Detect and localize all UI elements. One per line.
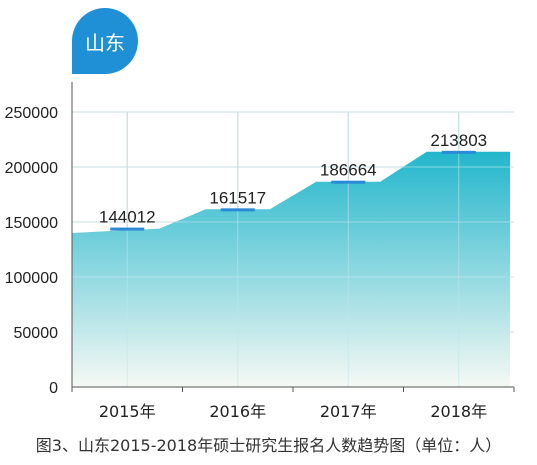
y-tick-label-2: 150000: [5, 215, 58, 232]
area-series: [72, 111, 514, 387]
x-tick-label-0: 2015年: [99, 402, 156, 421]
y-tick-label-5: 0: [49, 380, 58, 397]
chart-caption: 图3、山东2015-2018年硕士研究生报名人数趋势图（单位：人）: [35, 436, 502, 455]
region-badge: 山东: [72, 8, 138, 74]
data-marker-2: [331, 180, 366, 184]
y-tick-label-3: 100000: [5, 270, 58, 287]
data-label-3: 213803: [430, 131, 487, 150]
data-labels: 144012 161517 186664 213803: [99, 131, 487, 227]
data-label-1: 161517: [209, 188, 266, 207]
data-markers: [110, 150, 476, 231]
data-label-2: 186664: [320, 161, 377, 180]
data-marker-3: [441, 150, 476, 154]
y-tick-label-0: 250000: [5, 105, 58, 122]
area-fill: [72, 151, 510, 387]
x-tick-label-1: 2016年: [209, 402, 266, 421]
x-tick-label-3: 2018年: [430, 402, 487, 421]
axes: [71, 82, 515, 392]
data-marker-0: [110, 227, 145, 231]
data-label-0: 144012: [99, 208, 156, 227]
x-tick-label-2: 2017年: [320, 402, 377, 421]
x-tick-labels: 2015年 2016年 2017年 2018年: [99, 402, 487, 421]
y-tick-label-4: 50000: [14, 325, 59, 342]
y-tick-labels: 250000 200000 150000 100000 50000 0: [5, 105, 58, 397]
y-tick-label-1: 200000: [5, 160, 58, 177]
data-marker-1: [220, 208, 255, 212]
